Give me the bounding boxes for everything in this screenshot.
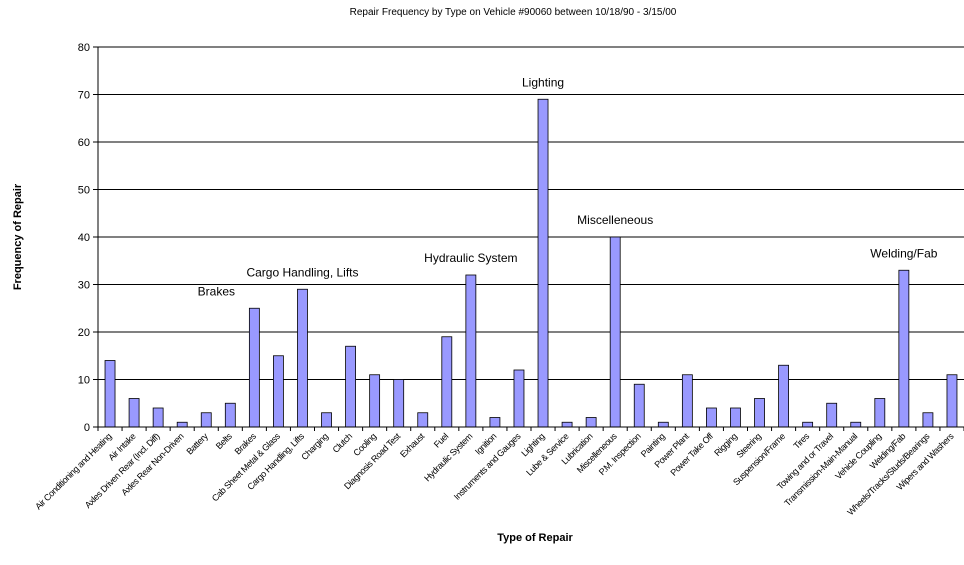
bar bbox=[585, 417, 597, 428]
bar bbox=[176, 421, 188, 428]
chart-title: Repair Frequency by Type on Vehicle #900… bbox=[350, 7, 677, 18]
bar bbox=[609, 236, 621, 428]
y-tick-label: 60 bbox=[78, 137, 90, 149]
x-tick-label: Charging bbox=[299, 431, 330, 462]
bar bbox=[417, 412, 429, 428]
x-tick-label: Exhaust bbox=[398, 431, 427, 460]
annotation-label: Cargo Handling, Lifts bbox=[246, 265, 358, 279]
bar bbox=[802, 421, 814, 428]
x-tick-label: Battery bbox=[184, 431, 210, 457]
bar bbox=[706, 407, 717, 428]
annotation-label: Welding/Fab bbox=[870, 246, 937, 260]
annotations: Brakes Cargo Handling, Lifts Hydraulic Sys… bbox=[198, 75, 938, 298]
y-tick-label: 0 bbox=[84, 422, 90, 434]
bar bbox=[321, 412, 332, 428]
bar bbox=[200, 412, 212, 428]
x-tick-label: Belts bbox=[214, 431, 234, 451]
bar bbox=[248, 307, 260, 428]
bar bbox=[441, 336, 453, 428]
bar bbox=[128, 398, 140, 428]
bar bbox=[633, 383, 645, 428]
bar bbox=[778, 364, 789, 428]
x-tick-label: Air Conditioning and Heating bbox=[33, 431, 113, 511]
bar bbox=[898, 269, 910, 428]
bar bbox=[657, 421, 669, 428]
y-tick-label: 40 bbox=[78, 232, 90, 244]
bar bbox=[489, 417, 501, 428]
y-tick-labels: 0 10 20 30 40 50 60 70 80 bbox=[78, 42, 90, 434]
bar bbox=[297, 288, 308, 428]
bar bbox=[152, 407, 164, 428]
gridlines bbox=[93, 46, 964, 428]
bar bbox=[922, 412, 934, 428]
x-tick-label: Tires bbox=[791, 431, 811, 451]
bar bbox=[393, 379, 405, 428]
annotation-label: Lighting bbox=[522, 75, 564, 89]
y-tick-label: 30 bbox=[78, 280, 90, 292]
y-tick-label: 20 bbox=[78, 327, 90, 339]
annotation-label: Hydraulic System bbox=[424, 251, 517, 265]
y-tick-label: 80 bbox=[78, 42, 90, 54]
bar bbox=[224, 402, 236, 428]
y-axis-title: Frequency of Repair bbox=[12, 183, 24, 290]
bar bbox=[465, 274, 477, 428]
bar bbox=[874, 398, 886, 428]
bar bbox=[104, 360, 116, 428]
bar bbox=[681, 374, 693, 428]
bar bbox=[345, 345, 356, 428]
bar bbox=[850, 421, 862, 428]
y-tick-label: 10 bbox=[78, 375, 90, 387]
bar bbox=[946, 374, 958, 428]
y-tick-label: 50 bbox=[78, 185, 90, 197]
bar bbox=[537, 98, 549, 428]
x-tick-label: Fuel bbox=[432, 431, 451, 450]
annotation-label: Brakes bbox=[198, 284, 235, 298]
bar bbox=[513, 369, 525, 428]
bar bbox=[754, 398, 765, 428]
annotation-label: Miscelleneous bbox=[577, 213, 653, 227]
bars bbox=[104, 98, 958, 428]
x-axis-title: Type of Repair bbox=[497, 532, 573, 544]
bar bbox=[730, 407, 741, 428]
axes bbox=[97, 47, 964, 431]
bar bbox=[369, 374, 381, 428]
y-tick-label: 70 bbox=[78, 90, 90, 102]
x-tick-label: Power Take Off bbox=[668, 431, 715, 478]
bar bbox=[826, 402, 838, 428]
bar bbox=[561, 421, 573, 428]
bar bbox=[273, 355, 284, 428]
